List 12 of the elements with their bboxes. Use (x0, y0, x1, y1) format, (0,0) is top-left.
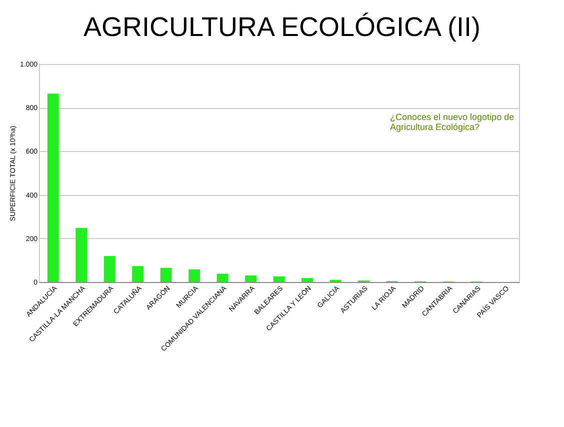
bar (104, 256, 116, 282)
bar (76, 228, 88, 282)
bar (245, 275, 256, 282)
bar (273, 276, 285, 282)
bar (47, 94, 59, 282)
chart-title: AGRICULTURA ECOLÓGICA (II) (82, 11, 482, 44)
annotation: ¿Conoces el nuevo logotipo de Agricultura Ecológica? (390, 112, 516, 132)
bar (160, 268, 172, 282)
bar (302, 278, 313, 282)
bar (216, 274, 228, 282)
bar (188, 269, 200, 282)
bar (132, 266, 144, 282)
